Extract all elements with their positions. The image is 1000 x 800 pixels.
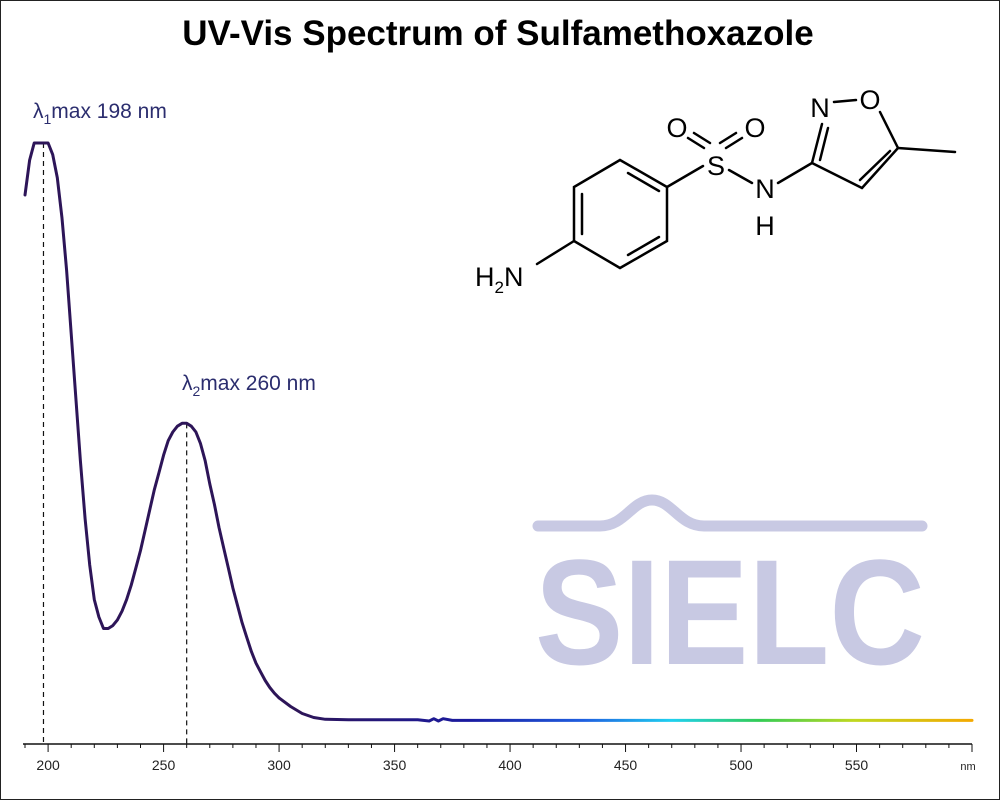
- n-o-bond: [832, 98, 858, 104]
- oxygen-atom-right: O: [744, 113, 765, 143]
- sulfonamide-hydrogen: H: [755, 211, 775, 241]
- amine-subscript: 2: [495, 278, 504, 297]
- x-tick-label: 500: [729, 757, 753, 773]
- x-tick-label: 350: [383, 757, 407, 773]
- peak-label-subscript: 1: [44, 111, 52, 127]
- x-tick-label: 300: [267, 757, 291, 773]
- peak-label: λ2max 260 nm: [182, 372, 316, 399]
- peak-label-subscript: 2: [193, 383, 201, 399]
- x-tick-label: 400: [498, 757, 522, 773]
- peak-label-text: max 260 nm: [200, 372, 316, 395]
- sielc-logo: SIELC: [532, 494, 928, 696]
- x-axis: 200 250 300 350 400 450 500 550 nm: [23, 743, 976, 773]
- o-c5-bond: [878, 110, 900, 150]
- c4-c3-bond: [810, 161, 864, 190]
- sulfur-atom: S: [707, 151, 725, 181]
- spectrum-line-visible: [277, 696, 974, 723]
- benzene-ring: [572, 158, 669, 270]
- isoxazole-oxygen: O: [859, 85, 880, 115]
- x-tick-label: 250: [152, 757, 176, 773]
- x-tick-label: 550: [845, 757, 869, 773]
- spectrum-curve: [23, 141, 974, 723]
- x-axis-unit: nm: [960, 761, 975, 773]
- c5-c4-double-bond: [858, 149, 892, 182]
- logo-text: SIELC: [535, 528, 925, 696]
- s-o-double-bond-left: [686, 131, 712, 150]
- molecule-atom-labels: O O S N H N O H2N: [475, 85, 881, 297]
- methyl-bond: [896, 146, 957, 154]
- amine-group: H2N: [475, 262, 523, 297]
- isoxazole-nitrogen: N: [810, 93, 830, 123]
- x-tick-label: 200: [36, 757, 60, 773]
- c5-c4-bond: [860, 146, 900, 190]
- sulfonamide-nitrogen: N: [755, 174, 775, 204]
- amine-nitrogen: N: [504, 262, 524, 292]
- oxygen-atom-left: O: [666, 113, 687, 143]
- chart-title: UV-Vis Spectrum of Sulfamethoxazole: [182, 14, 813, 53]
- sulfonyl-bond: [665, 164, 705, 189]
- peak-label-text: max 198 nm: [51, 100, 167, 123]
- peak-label-lambda: λ: [33, 100, 44, 123]
- s-o-double-bond-right: [718, 131, 744, 150]
- c3-n-bond: [810, 122, 824, 165]
- sulfamethoxazole-structure: [535, 98, 957, 270]
- x-tick-label: 450: [614, 757, 638, 773]
- peak-guides: [42, 143, 188, 744]
- s-n-bond: [727, 168, 754, 185]
- amine-bond: [535, 239, 576, 266]
- n-c-bond: [776, 161, 814, 185]
- benzene-double-bonds: [580, 171, 661, 257]
- amine-hydrogen: H: [475, 262, 495, 292]
- peak-label-lambda: λ: [182, 372, 193, 395]
- spectrum-line-uv: [23, 141, 281, 700]
- peak-label: λ1max 198 nm: [33, 100, 167, 127]
- c3-n-double-bond: [818, 126, 830, 162]
